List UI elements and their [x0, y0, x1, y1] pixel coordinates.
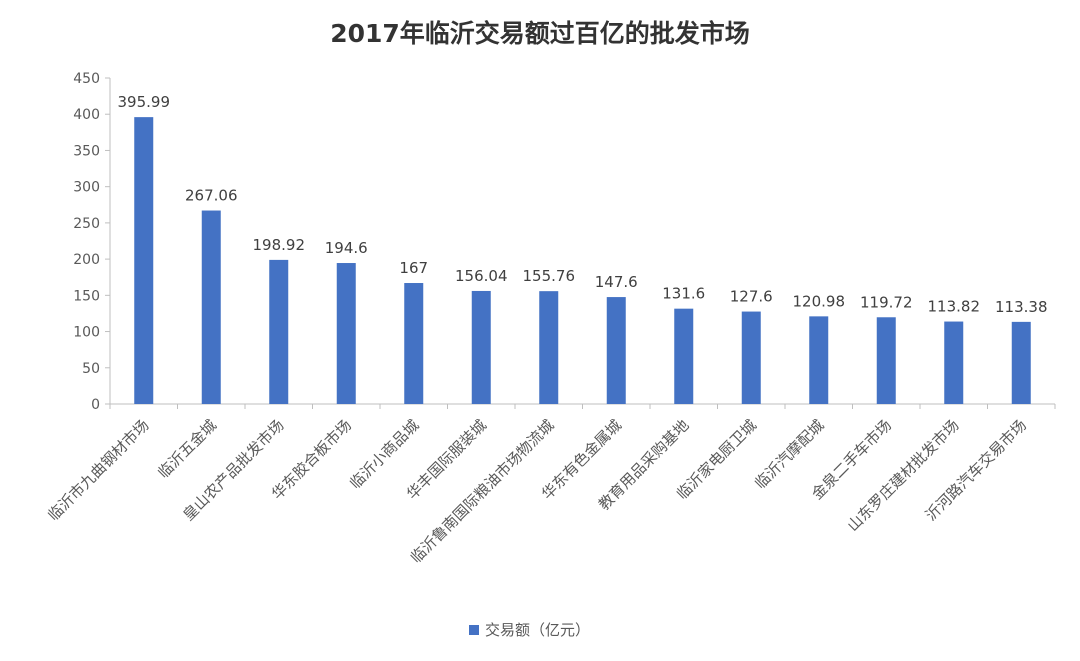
data-label: 167 — [399, 259, 428, 277]
data-label: 120.98 — [793, 292, 846, 310]
bar — [539, 291, 559, 404]
y-tick-label: 100 — [73, 325, 100, 341]
data-label: 113.38 — [995, 298, 1048, 316]
bar — [876, 317, 896, 404]
data-label: 127.6 — [730, 288, 773, 306]
legend-label: 交易额（亿元） — [485, 621, 590, 639]
bar — [809, 316, 829, 404]
legend-swatch — [469, 625, 479, 635]
legend: 交易额（亿元） — [469, 621, 590, 639]
chart-title: 2017年临沂交易额过百亿的批发市场 — [330, 19, 750, 48]
bars — [134, 117, 1031, 404]
y-tick-label: 0 — [91, 397, 100, 413]
data-label: 395.99 — [118, 93, 171, 111]
bar — [674, 308, 694, 404]
data-label: 156.04 — [455, 267, 508, 285]
x-tick-label: 山东罗庄建材批发市场 — [844, 416, 963, 535]
data-labels: 395.99 267.06 198.92 194.6 167 156.04 155.76 14… — [118, 93, 1048, 316]
x-axis-tick-labels: 临沂市九曲钢材市场 临沂五金城皇山农产品批发市场华东胶合板市场临沂小商品城华丰国际… — [44, 416, 1030, 567]
bar — [134, 117, 154, 404]
bar — [1011, 321, 1031, 404]
y-tick-label: 400 — [73, 107, 100, 123]
data-label: 131.6 — [662, 285, 705, 303]
y-tick-label: 450 — [73, 71, 100, 87]
data-label: 194.6 — [325, 239, 368, 257]
x-axis-tick-marks — [109, 404, 1056, 409]
y-tick-label: 200 — [73, 252, 100, 268]
data-label: 113.82 — [928, 298, 981, 316]
y-tick-label: 150 — [73, 288, 100, 304]
data-label: 147.6 — [595, 273, 638, 291]
bar — [336, 263, 356, 404]
data-label: 267.06 — [185, 187, 238, 205]
bar — [404, 283, 424, 404]
y-tick-label: 50 — [82, 361, 100, 377]
x-tick-label: 临沂五金城 — [154, 416, 220, 482]
bar — [471, 290, 491, 404]
x-tick-label: 临沂市九曲钢材市场 — [44, 416, 152, 524]
bar — [741, 311, 761, 404]
y-tick-label: 350 — [73, 143, 100, 159]
y-tick-label: 250 — [73, 216, 100, 232]
y-tick-label: 300 — [73, 180, 100, 196]
data-label: 155.76 — [523, 267, 576, 285]
data-label: 198.92 — [253, 236, 306, 254]
data-label: 119.72 — [860, 293, 913, 311]
bar — [269, 259, 289, 404]
y-axis-ticks: 0 50 100 150 200 250 300 350 400 450 — [73, 71, 110, 413]
bar — [606, 297, 626, 404]
bar — [944, 321, 964, 404]
x-tick-label: 临沂鲁南国际粮油市场物流城 — [407, 416, 558, 567]
bar — [201, 210, 221, 404]
